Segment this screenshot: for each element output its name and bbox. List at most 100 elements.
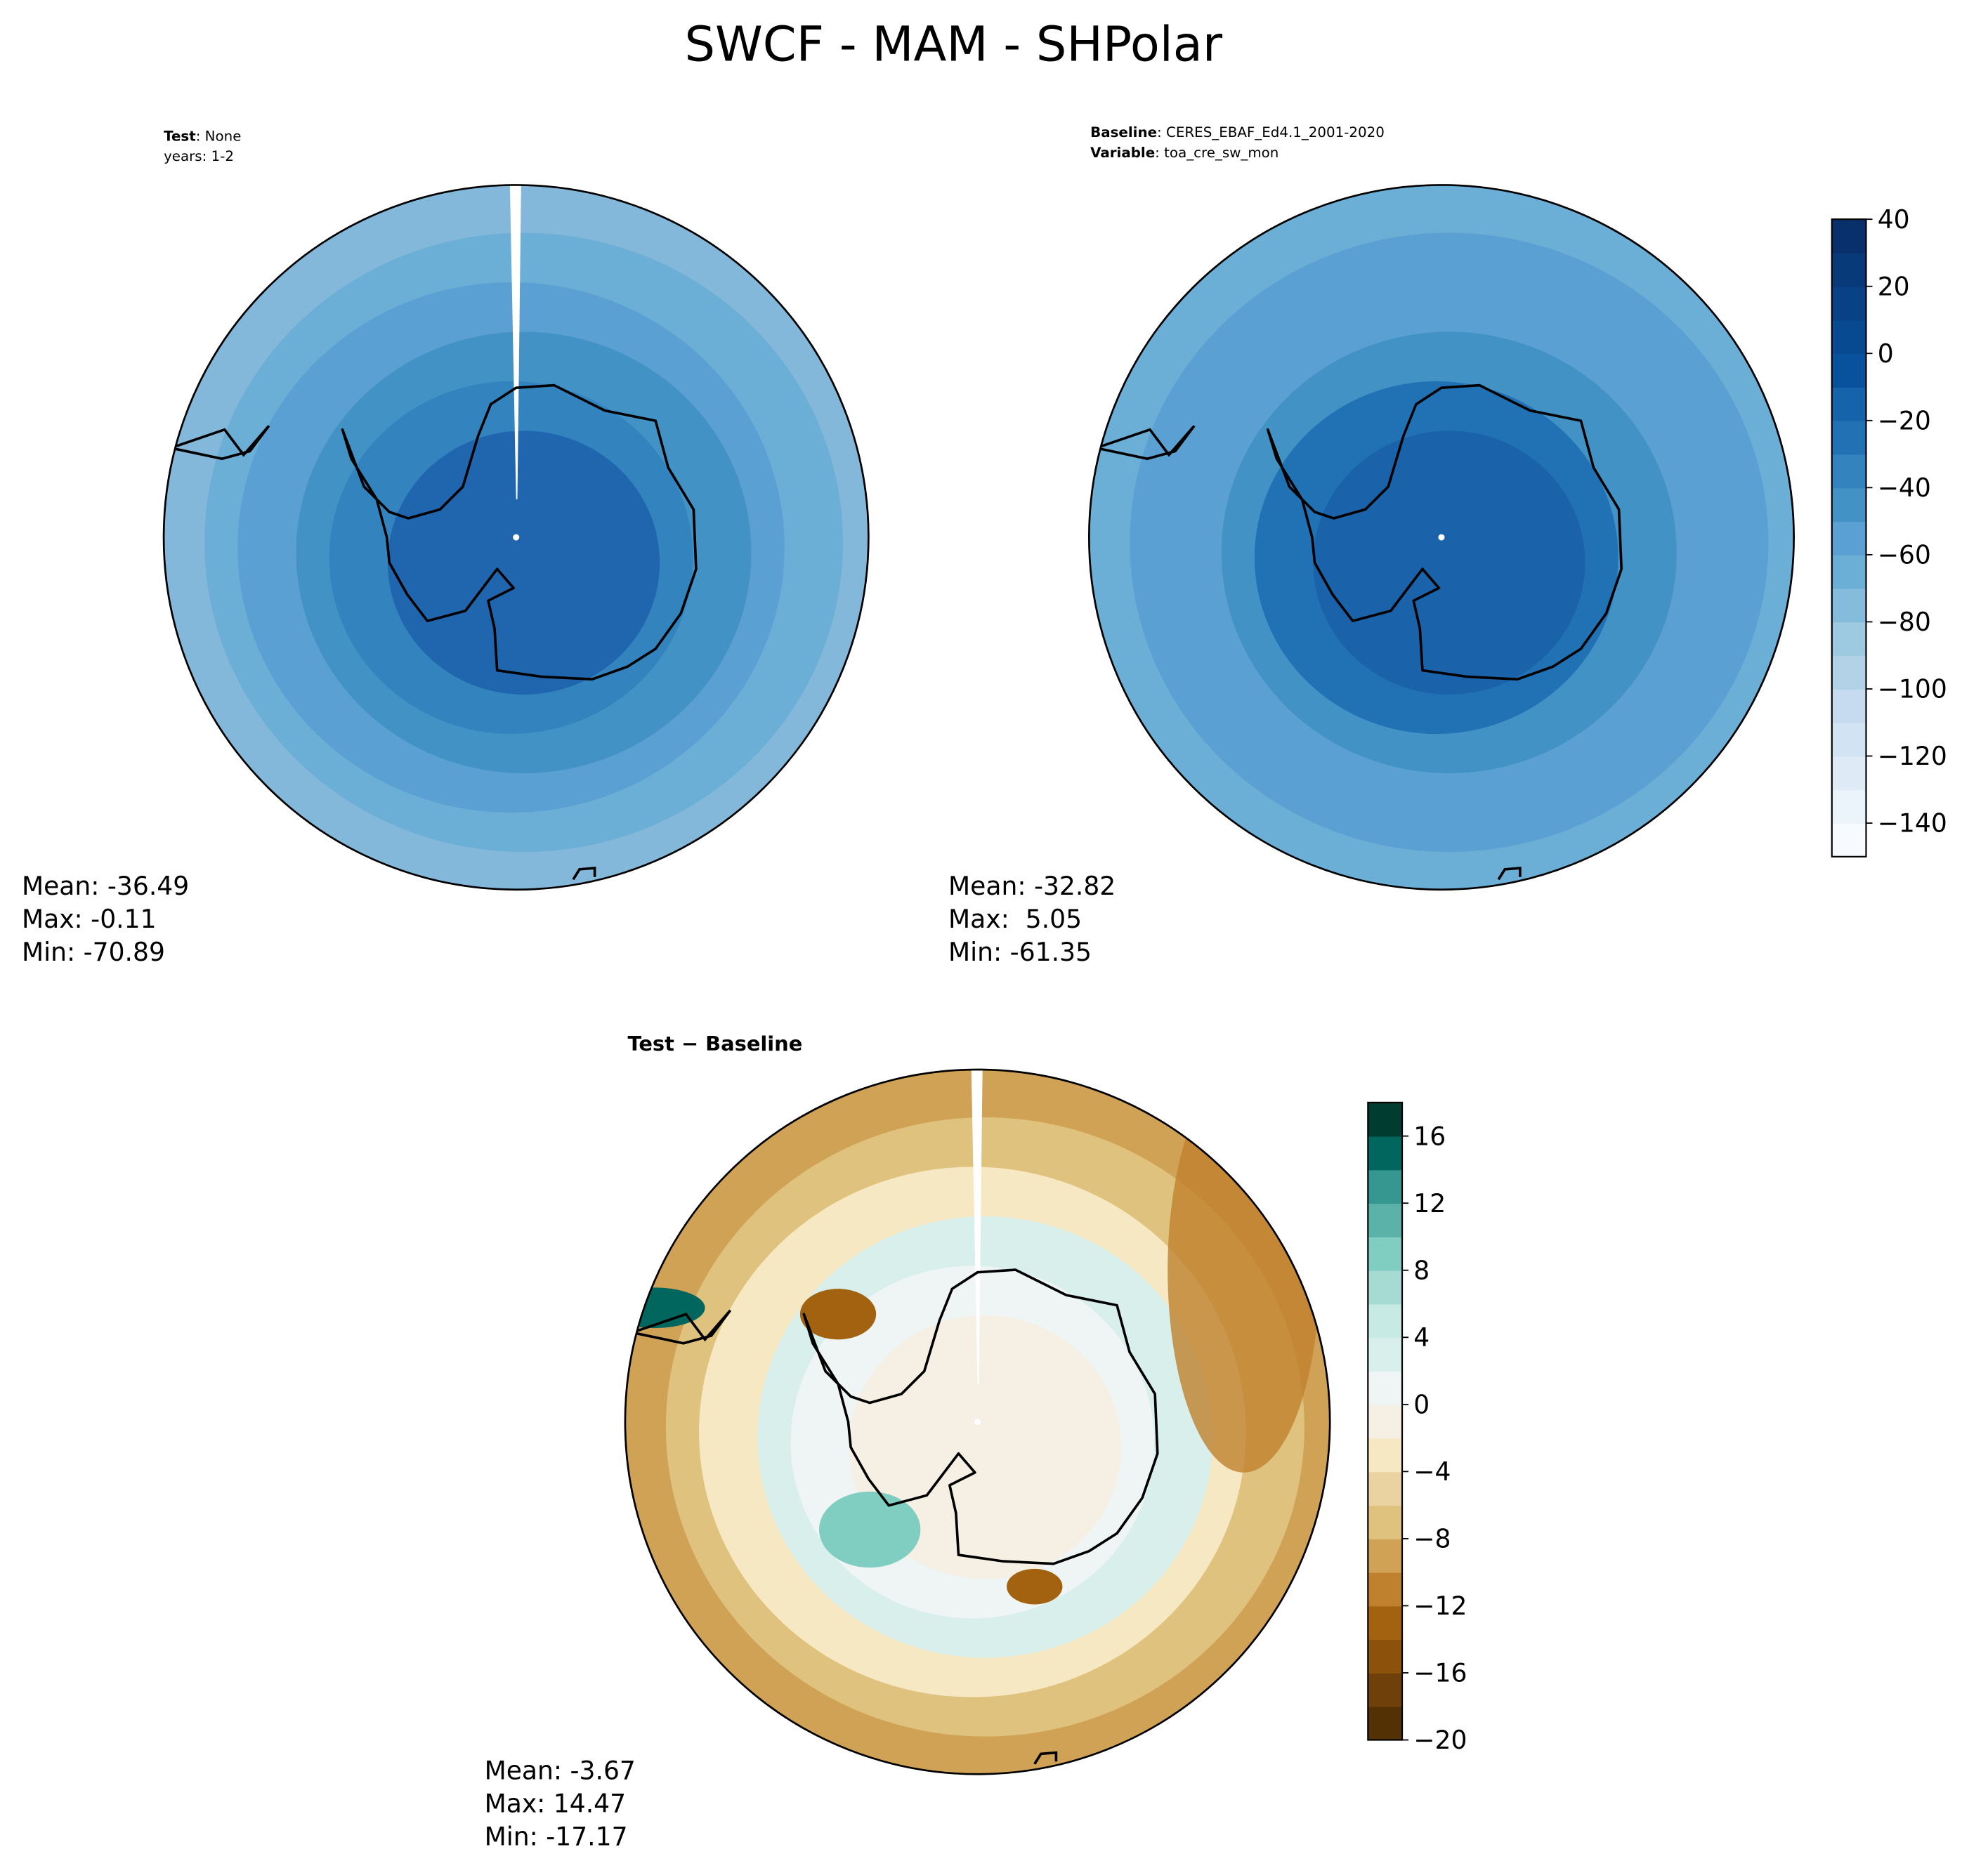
- stat-text: Mean: -3.67: [485, 1756, 636, 1785]
- map-field: [624, 1069, 1330, 1775]
- colorbar-tick-label: 20: [1878, 272, 1910, 301]
- figure-title: SWCF - MAM - SHPolar: [685, 17, 1223, 73]
- colorbar-segment: [1368, 1169, 1403, 1204]
- subtitle-text: : None: [196, 128, 242, 144]
- colorbar-segment: [1368, 1303, 1403, 1339]
- colorbar-segment: [1368, 1706, 1403, 1741]
- map-boundary: [1087, 184, 1795, 891]
- colorbar-segment: [1831, 219, 1866, 254]
- contour-band: [1168, 1069, 1320, 1473]
- map-panel: Test − Baseline Mean: -3.67 Max: 14.47 Min:…: [485, 1032, 1467, 1851]
- coastline: [341, 383, 698, 681]
- stat-text: Min: -17.17: [485, 1822, 628, 1851]
- contour-band: [1007, 1568, 1063, 1605]
- colorbar-tick-label: −16: [1413, 1659, 1467, 1688]
- pole: [1438, 534, 1445, 541]
- stat-text: Min: -70.89: [22, 938, 165, 967]
- colorbar-tick-label: 4: [1413, 1323, 1430, 1353]
- coastline: [174, 425, 270, 461]
- colorbar-tick-label: −12: [1413, 1591, 1467, 1621]
- colorbar-segment: [1831, 252, 1866, 287]
- colorbar-segment: [1368, 1337, 1403, 1372]
- colorbar-segment: [1368, 1639, 1403, 1674]
- subtitle: Variable: toa_cre_sw_mon: [1090, 145, 1279, 161]
- subtitle-text: : toa_cre_sw_mon: [1155, 145, 1279, 161]
- coastline: [1497, 867, 1522, 881]
- colorbar-segment: [1831, 487, 1866, 523]
- colorbar-tick-label: 0: [1878, 339, 1894, 369]
- contour-band: [387, 431, 660, 695]
- colorbar-tick-label: 0: [1413, 1390, 1430, 1419]
- subtitle-text: years: 1-2: [164, 148, 234, 164]
- coastline: [802, 1268, 1159, 1565]
- colorbar-segment: [1368, 1672, 1403, 1707]
- colorbar-segment: [1831, 789, 1866, 824]
- stat-text: Max: 5.05: [948, 905, 1082, 934]
- colorbar-segment: [1831, 688, 1866, 723]
- colorbar-frame: [1831, 218, 1867, 857]
- stat-text: Mean: -36.49: [22, 872, 189, 901]
- pole: [513, 534, 520, 541]
- subtitle-text: : CERES_EBAF_Ed4.1_2001-2020: [1157, 124, 1385, 140]
- colorbar-segment: [1368, 1438, 1403, 1473]
- missing-data: [971, 1069, 983, 1384]
- colorbar-segment: [1831, 588, 1866, 623]
- colorbar-segment: [1368, 1270, 1403, 1305]
- subtitle-label: Baseline: [1090, 124, 1157, 140]
- stat-text: Min: -61.35: [948, 938, 1092, 967]
- colorbar-segment: [1831, 454, 1866, 489]
- colorbar-segment: [1368, 1505, 1403, 1539]
- coastline: [634, 1309, 732, 1345]
- panel-title: Test − Baseline: [628, 1032, 803, 1056]
- subtitle-label: Variable: [1090, 145, 1155, 161]
- colorbar-frame: [1367, 1101, 1404, 1741]
- colorbar-tick-label: −140: [1878, 809, 1947, 839]
- map-boundary: [624, 1068, 1331, 1775]
- colorbar-segment: [1368, 1538, 1403, 1573]
- colorbar-tick-label: 40: [1878, 205, 1910, 235]
- colorbar-tick-label: 16: [1413, 1122, 1446, 1151]
- colorbar-segment: [1368, 1102, 1403, 1137]
- colorbar-segment: [1831, 387, 1866, 421]
- colorbar-tick-label: −80: [1878, 607, 1931, 637]
- contour-band: [818, 1491, 921, 1568]
- colorbar-tick-label: −40: [1878, 473, 1931, 503]
- pole: [974, 1419, 981, 1426]
- colorbar-segment: [1368, 1572, 1403, 1607]
- contour-band: [1313, 431, 1585, 695]
- colorbar-tick-label: −20: [1413, 1726, 1467, 1755]
- colorbar-segment: [1368, 1471, 1403, 1506]
- coastline: [1266, 383, 1623, 681]
- subtitle: Baseline: CERES_EBAF_Ed4.1_2001-2020: [1090, 124, 1385, 140]
- colorbar-segment: [1368, 1404, 1403, 1439]
- coastline: [1099, 425, 1196, 461]
- colorbar-segment: [1831, 320, 1866, 355]
- colorbar-segment: [1368, 1136, 1403, 1171]
- colorbar-segment: [1831, 655, 1866, 690]
- colorbar-segment: [1831, 756, 1866, 791]
- colorbar-segment: [1368, 1605, 1403, 1641]
- colorbar-segment: [1368, 1203, 1403, 1237]
- map-field: [164, 185, 869, 890]
- stat-text: Mean: -32.82: [948, 872, 1116, 901]
- colorbar-segment: [1831, 420, 1866, 455]
- colorbar-tick-label: 12: [1413, 1189, 1446, 1218]
- colorbar-segment: [1368, 1236, 1403, 1271]
- colorbar-tick-label: −4: [1413, 1457, 1451, 1487]
- colorbar-segment: [1831, 722, 1866, 757]
- coastline: [1033, 1751, 1058, 1765]
- colorbar-tick-label: −8: [1413, 1525, 1451, 1554]
- map-boundary: [162, 184, 870, 891]
- map-panel: Test: None years: 1-2 Mean: -36.49 Max: -0.…: [22, 128, 870, 967]
- coastline: [572, 867, 596, 881]
- contour-band: [849, 1315, 1121, 1579]
- colorbar-segment: [1368, 1371, 1403, 1405]
- colorbar-segment: [1831, 521, 1866, 556]
- missing-data: [509, 185, 521, 499]
- colorbar-tick-label: −20: [1878, 406, 1931, 435]
- colorbar-tick-label: −60: [1878, 541, 1931, 570]
- subtitle: years: 1-2: [164, 148, 234, 164]
- colorbar-tick-label: 8: [1413, 1256, 1430, 1285]
